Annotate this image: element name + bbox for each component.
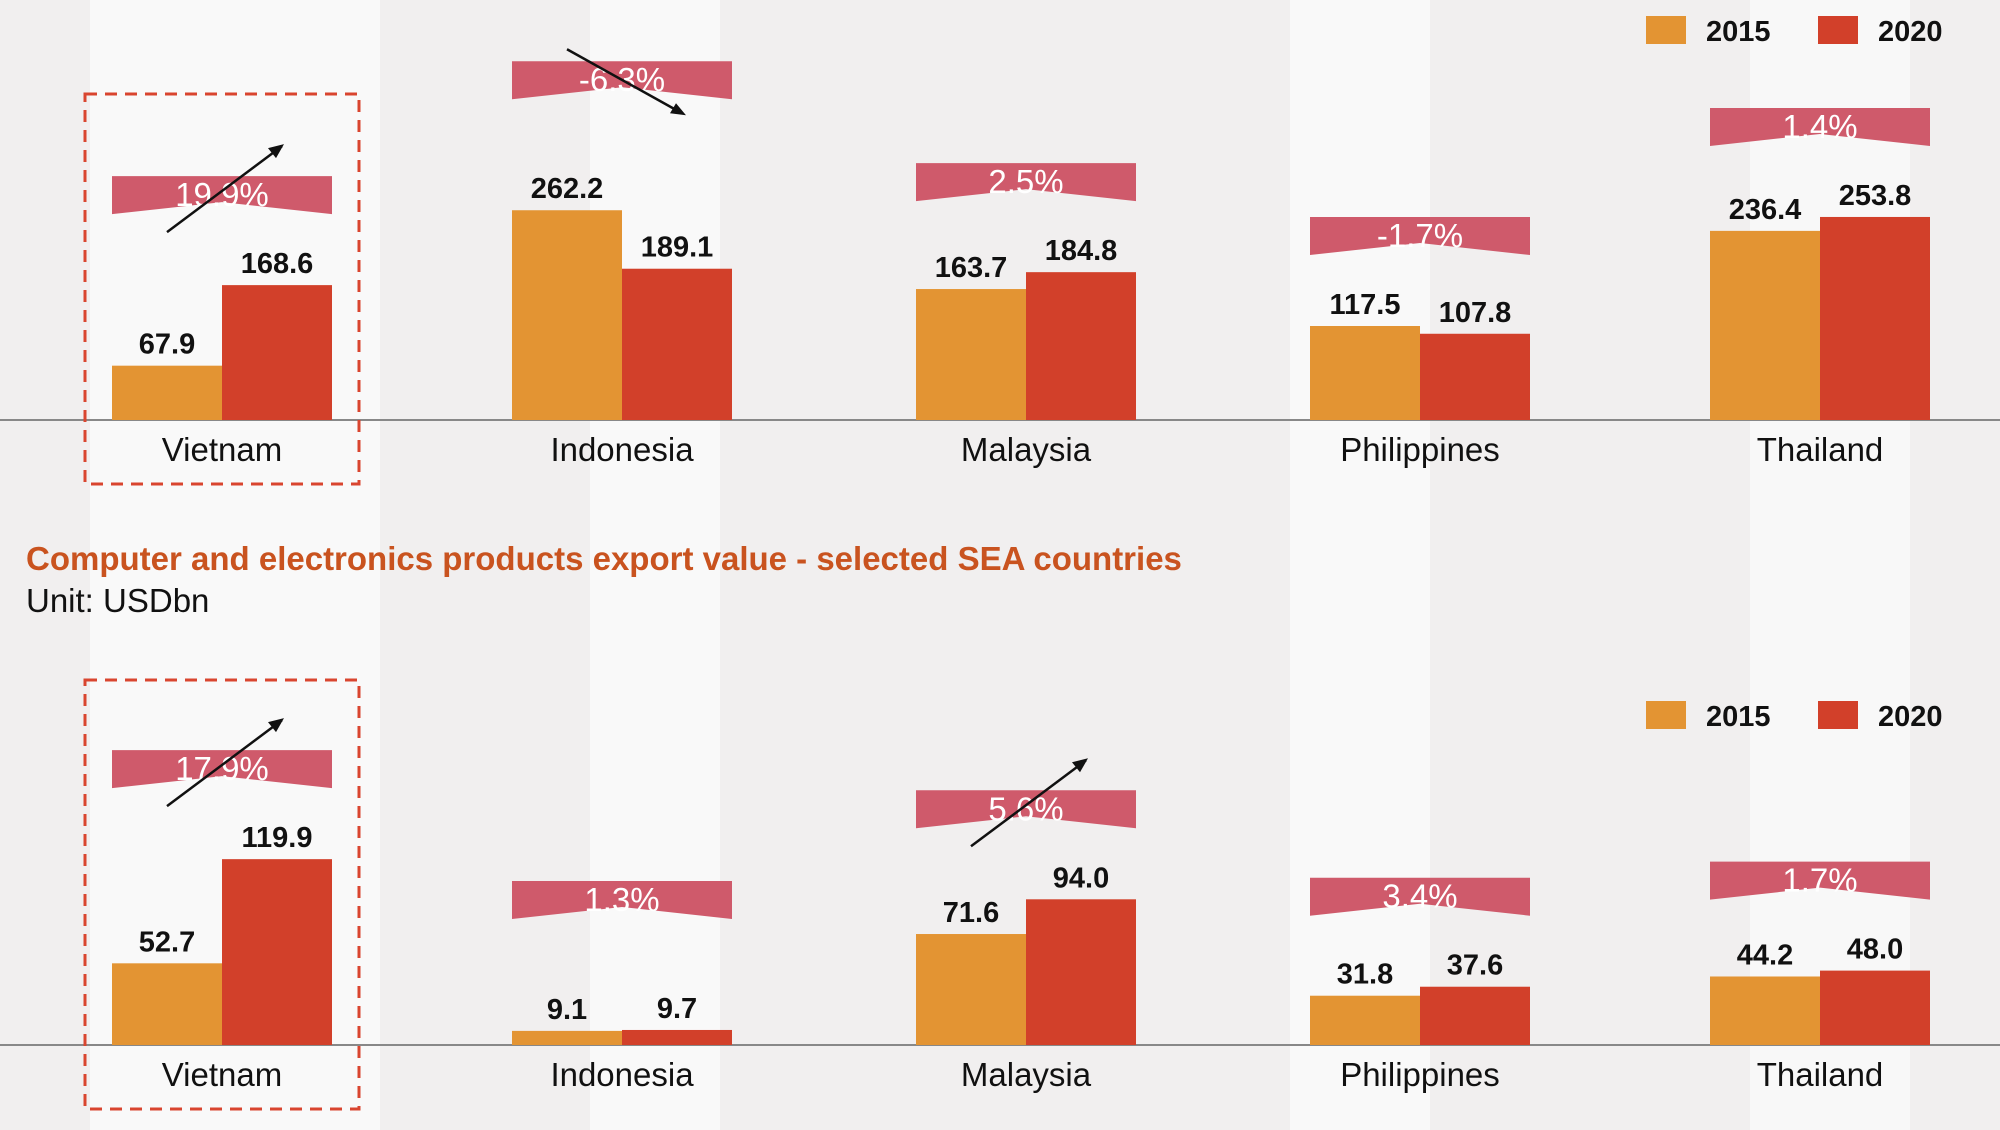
data-label-vietnam-2020: 119.9 [242,822,313,854]
unit-label: Unit: USDbn [26,582,210,619]
highlight-box-vietnam [83,92,361,486]
trend-arrow-malaysia [970,759,1087,848]
growth-label-vietnam: 19.9% [175,176,269,213]
data-label-vietnam-2015: 67.9 [139,329,195,361]
category-label-indonesia: Indonesia [550,1056,694,1093]
bar-philippines-2020 [1420,986,1530,1045]
data-label-thailand-2020: 48.0 [1847,934,1903,966]
bar-indonesia-2020 [622,268,732,420]
data-label-indonesia-2015: 9.1 [547,994,587,1026]
bar-thailand-2015 [1710,230,1820,420]
growth-label-malaysia: 2.5% [988,163,1063,200]
growth-label-thailand: 1.4% [1782,108,1857,145]
bar-malaysia-2020 [1026,272,1136,420]
chart-title: Computer and electronics products export… [26,540,1182,577]
growth-badge-philippines [1310,217,1530,255]
chart-top: 2015 2020 67.9 168.6 Vietnam 19.9% 262.2 189.1 I… [0,16,2000,486]
category-label-philippines: Philippines [1340,1056,1500,1093]
category-label-vietnam: Vietnam [162,1056,282,1093]
category-label-vietnam: Vietnam [162,431,282,468]
growth-badge-indonesia [512,880,732,919]
growth-label-philippines: 3.4% [1382,878,1457,915]
legend-label-2020: 2020 [1878,16,1943,48]
growth-badge-thailand [1710,107,1930,146]
data-label-philippines-2020: 107.8 [1439,297,1512,329]
bar-thailand-2020 [1820,970,1930,1045]
growth-badge-vietnam [112,176,332,215]
data-label-thailand-2015: 44.2 [1737,939,1793,971]
growth-label-philippines: -1.7% [1377,217,1463,254]
bar-vietnam-2020 [222,285,332,420]
data-label-indonesia-2015: 262.2 [531,173,604,205]
chart-bottom: 2015 2020 52.7 119.9 Vietnam 17.9% 9.1 9.7 Indon… [0,678,2000,1111]
highlight-box-vietnam [83,678,361,1111]
data-label-indonesia-2020: 189.1 [641,232,714,264]
data-label-thailand-2020: 253.8 [1839,180,1912,212]
bar-malaysia-2015 [916,934,1026,1045]
growth-badge-malaysia [916,790,1136,829]
growth-label-vietnam: 17.9% [175,750,269,787]
trend-arrowhead-vietnam [268,718,284,733]
trend-arrow-vietnam [166,145,283,234]
growth-badge-vietnam [112,750,332,789]
trend-arrow-vietnam [166,719,283,808]
growth-label-indonesia: 1.3% [584,881,659,918]
legend-label-2020: 2020 [1878,701,1943,733]
trend-arrowhead-malaysia [1072,758,1088,773]
bar-indonesia-2020 [622,1029,732,1045]
data-label-malaysia-2020: 94.0 [1053,862,1109,894]
category-label-philippines: Philippines [1340,431,1500,468]
bar-philippines-2015 [1310,326,1420,420]
data-label-philippines-2015: 117.5 [1330,289,1401,321]
bar-thailand-2015 [1710,976,1820,1045]
growth-label-malaysia: 5.6% [988,790,1063,827]
category-label-thailand: Thailand [1757,431,1884,468]
data-label-philippines-2020: 37.6 [1447,950,1503,982]
legend-swatch-2015 [1646,16,1686,44]
bar-vietnam-2015 [112,963,222,1045]
bar-vietnam-2015 [112,365,222,420]
growth-label-thailand: 1.7% [1782,862,1857,899]
data-label-philippines-2015: 31.8 [1337,959,1393,991]
growth-badge-philippines [1310,877,1530,916]
category-label-thailand: Thailand [1757,1056,1884,1093]
data-label-indonesia-2020: 9.7 [657,993,697,1025]
data-label-vietnam-2020: 168.6 [241,248,314,280]
bar-vietnam-2020 [222,859,332,1045]
data-label-malaysia-2015: 163.7 [935,252,1008,284]
bar-malaysia-2015 [916,289,1026,420]
bar-philippines-2020 [1420,333,1530,420]
bar-indonesia-2015 [512,1030,622,1045]
data-label-malaysia-2015: 71.6 [943,897,999,929]
legend-label-2015: 2015 [1706,701,1771,733]
category-label-malaysia: Malaysia [961,1056,1092,1093]
bar-indonesia-2015 [512,210,622,420]
bar-philippines-2015 [1310,995,1420,1045]
category-label-indonesia: Indonesia [550,431,694,468]
data-label-vietnam-2015: 52.7 [139,926,195,958]
legend-swatch-2020 [1818,701,1858,729]
data-label-thailand-2015: 236.4 [1729,194,1802,226]
legend-swatch-2020 [1818,16,1858,44]
bar-malaysia-2020 [1026,899,1136,1045]
data-label-malaysia-2020: 184.8 [1045,235,1118,267]
trend-arrowhead-vietnam [268,144,284,159]
legend-label-2015: 2015 [1706,16,1771,48]
growth-badge-thailand [1710,861,1930,900]
trend-arrow-indonesia [566,48,683,115]
category-label-malaysia: Malaysia [961,431,1092,468]
trend-arrowhead-indonesia [670,103,686,116]
growth-badge-malaysia [916,163,1136,202]
bar-thailand-2020 [1820,216,1930,420]
legend-swatch-2015 [1646,701,1686,729]
